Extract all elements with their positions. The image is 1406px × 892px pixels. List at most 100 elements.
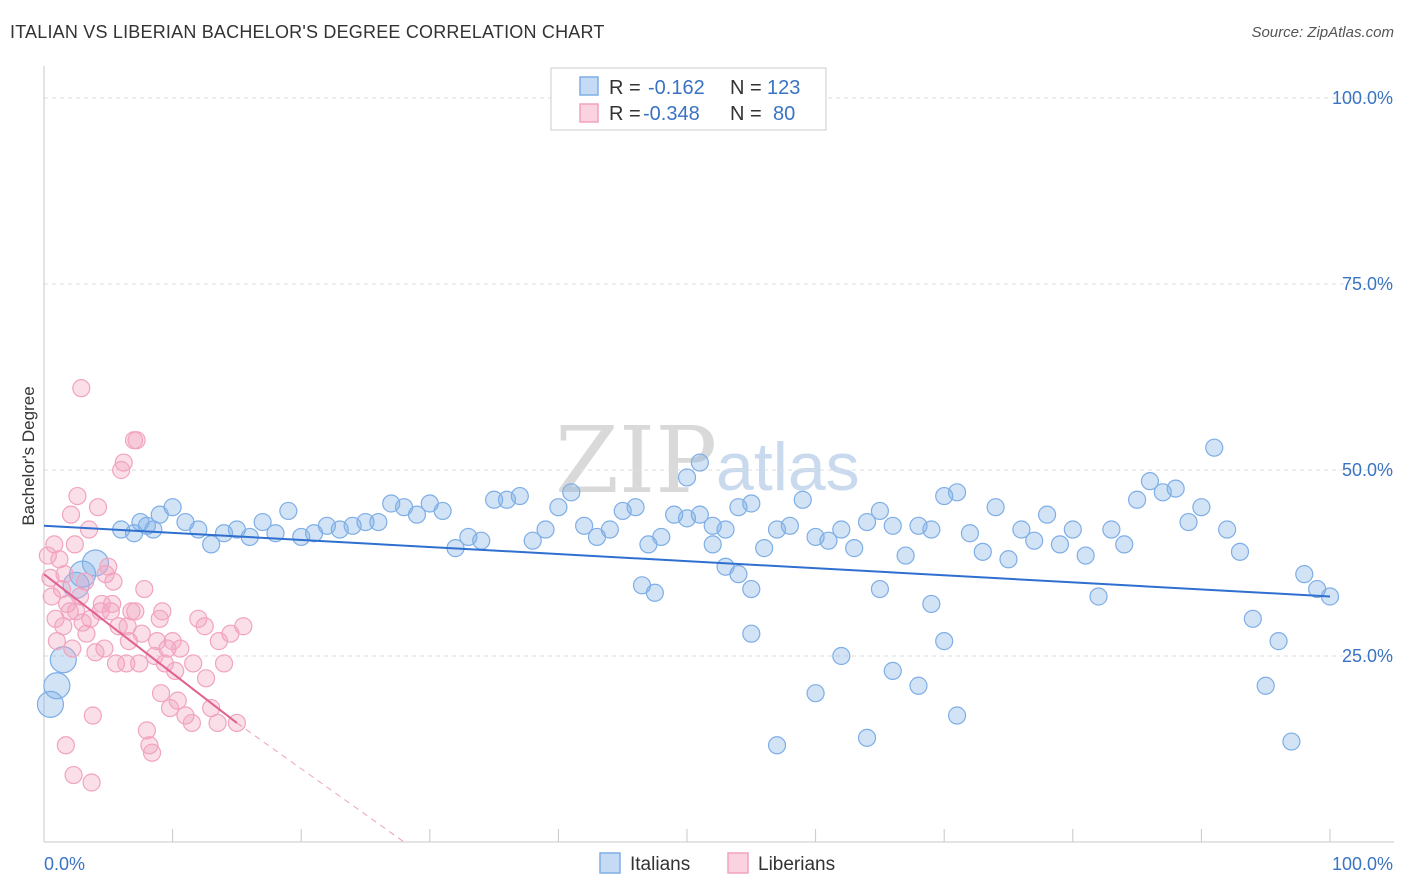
italians-point-104 bbox=[645, 583, 664, 602]
italians-point-114 bbox=[832, 646, 851, 666]
legend-italians-n-value: 123 bbox=[767, 77, 800, 99]
liberians-point-36 bbox=[117, 654, 136, 673]
legend-swatch-liberians bbox=[579, 103, 599, 123]
legend-italians-r-value: -0.162 bbox=[648, 77, 705, 99]
italians-point-91 bbox=[1179, 512, 1198, 532]
italians-point-87 bbox=[1127, 490, 1147, 509]
italians-point-41 bbox=[536, 520, 555, 539]
liberians-point-75 bbox=[151, 684, 171, 703]
italians-point-82 bbox=[1063, 520, 1082, 539]
italians-point-55 bbox=[716, 520, 735, 539]
italians-point-109 bbox=[703, 535, 722, 554]
italians-point-106 bbox=[767, 736, 787, 755]
liberians-point-74 bbox=[126, 602, 145, 621]
liberians-point-78 bbox=[196, 669, 216, 688]
liberians-point-16 bbox=[68, 486, 87, 506]
liberians-point-44 bbox=[137, 721, 156, 740]
italians-point-83 bbox=[1076, 546, 1095, 565]
x-tick-labels: 0.0% 100.0% bbox=[44, 854, 1393, 874]
italians-point-84 bbox=[1089, 587, 1108, 606]
legend-liberians-r-label: R = bbox=[609, 103, 641, 125]
italians-point-98 bbox=[1269, 632, 1288, 651]
bottom-legend-liberians: Liberians bbox=[758, 854, 835, 875]
bottom-legend-swatch-liberians bbox=[727, 852, 749, 874]
liberians-point-56 bbox=[168, 691, 187, 710]
liberians-point-19 bbox=[76, 572, 95, 591]
liberians-trend-extension bbox=[236, 722, 405, 843]
liberians-point-9 bbox=[55, 565, 74, 584]
legend-swatch-italians bbox=[579, 76, 599, 96]
liberians-point-49 bbox=[150, 609, 169, 628]
liberians-point-13 bbox=[63, 639, 82, 658]
italians-point-53 bbox=[690, 505, 709, 524]
italians-point-116 bbox=[870, 579, 890, 599]
italians-point-28 bbox=[369, 512, 388, 532]
liberians-point-66 bbox=[234, 617, 253, 636]
italians-point-33 bbox=[433, 501, 452, 521]
y-tick-label-0: 25.0% bbox=[1342, 646, 1393, 666]
italians-point-61 bbox=[793, 490, 812, 509]
italians-point-63 bbox=[819, 531, 838, 550]
liberians-point-48 bbox=[148, 632, 167, 651]
chart-title: ITALIAN VS LIBERIAN BACHELOR'S DEGREE CO… bbox=[10, 22, 605, 42]
italians-point-78 bbox=[1012, 520, 1031, 539]
italians-point-81 bbox=[1050, 535, 1070, 554]
italians-point-37 bbox=[485, 490, 504, 509]
x-tick-label-0: 0.0% bbox=[44, 854, 85, 874]
watermark-atlas: atlas bbox=[716, 429, 860, 505]
italians-point-31 bbox=[407, 505, 427, 524]
italians-point-77 bbox=[999, 550, 1018, 569]
liberians-point-34 bbox=[112, 460, 131, 480]
liberians-point-38 bbox=[122, 602, 141, 621]
italians-point-64 bbox=[832, 520, 851, 539]
italians-point-118 bbox=[909, 676, 928, 695]
liberians-point-73 bbox=[118, 617, 137, 636]
italians-point-69 bbox=[896, 546, 915, 565]
liberians-point-57 bbox=[176, 706, 195, 725]
italians-point-86 bbox=[1115, 535, 1134, 554]
watermark-zip: ZIP bbox=[555, 407, 717, 514]
x-tick-label-1: 100.0% bbox=[1332, 854, 1393, 874]
liberians-point-58 bbox=[182, 713, 201, 733]
italians-point-1 bbox=[43, 672, 71, 700]
liberians-point-55 bbox=[166, 661, 185, 680]
liberians-point-4 bbox=[46, 609, 65, 628]
liberians-point-24 bbox=[86, 643, 105, 662]
liberians-point-35 bbox=[114, 453, 133, 472]
italians-point-117 bbox=[883, 661, 902, 680]
liberians-point-69 bbox=[64, 765, 83, 785]
italians-point-67 bbox=[870, 501, 890, 521]
liberians-point-23 bbox=[83, 706, 102, 725]
italians-point-115 bbox=[857, 728, 877, 747]
liberians-point-32 bbox=[106, 654, 126, 673]
italians-point-113 bbox=[806, 684, 825, 703]
italians-point-42 bbox=[549, 498, 568, 517]
italians-point-120 bbox=[935, 632, 954, 651]
liberians-point-31 bbox=[104, 572, 123, 591]
liberians-point-76 bbox=[171, 639, 190, 658]
liberians-point-45 bbox=[140, 736, 159, 755]
legend-liberians-r-value: -0.348 bbox=[643, 103, 700, 125]
italians-point-39 bbox=[510, 486, 529, 506]
liberians-point-14 bbox=[65, 535, 84, 554]
liberians-point-51 bbox=[155, 654, 174, 673]
liberians-point-59 bbox=[189, 609, 208, 628]
liberians-point-50 bbox=[153, 602, 172, 621]
italians-point-95 bbox=[1230, 542, 1250, 561]
liberians-point-30 bbox=[101, 602, 120, 621]
italians-point-19 bbox=[253, 512, 272, 532]
italians-point-99 bbox=[1282, 732, 1301, 751]
italians-point-44 bbox=[575, 516, 594, 535]
legend-italians-r-label: R = bbox=[609, 77, 641, 99]
italians-point-21 bbox=[279, 501, 298, 521]
italians-point-79 bbox=[1025, 531, 1044, 550]
liberians-point-42 bbox=[132, 624, 151, 643]
italians-point-66 bbox=[857, 512, 877, 532]
italians-point-57 bbox=[742, 494, 761, 513]
italians-point-107 bbox=[677, 468, 697, 487]
liberians-point-43 bbox=[135, 579, 154, 599]
source-credit: Source: ZipAtlas.com bbox=[1251, 24, 1394, 41]
italians-point-0 bbox=[36, 690, 65, 718]
liberians-point-2 bbox=[42, 587, 61, 606]
